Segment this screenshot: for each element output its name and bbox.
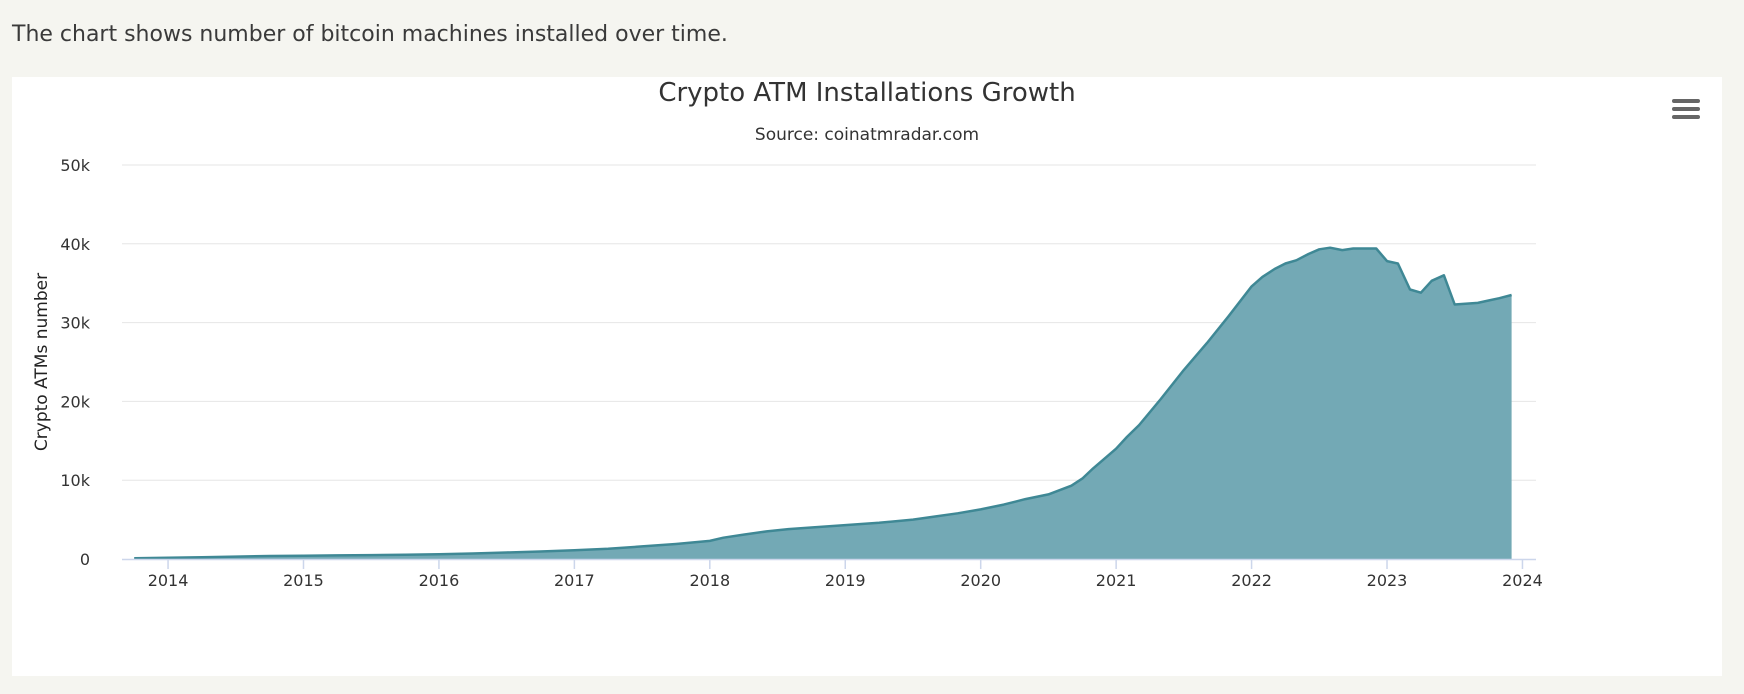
y-tick-label: 20k <box>60 392 90 411</box>
x-tick-label: 2020 <box>960 571 1001 590</box>
y-axis-label: Crypto ATMs number <box>32 273 52 451</box>
x-axis-ticks: 2014 2015 2016 2017 2018 2019 2020 2021 2022 2023… <box>148 559 1543 590</box>
x-tick-label: 2019 <box>825 571 866 590</box>
chart-subtitle: Source: coinatmradar.com <box>755 125 979 145</box>
series-line <box>134 246 1512 560</box>
menu-bar <box>1672 99 1700 103</box>
x-tick-label: 2015 <box>283 571 324 590</box>
chart-title: Crypto ATM Installations Growth <box>658 78 1075 108</box>
series-area <box>134 246 1512 560</box>
area-chart: Crypto ATM Installations Growth Source: … <box>32 78 1543 590</box>
y-tick-label: 10k <box>60 471 90 490</box>
x-tick-label: 2017 <box>554 571 595 590</box>
y-tick-label: 30k <box>60 314 90 333</box>
x-tick-label: 2018 <box>689 571 730 590</box>
y-axis-ticks: 0 10k 20k 30k 40k 50k <box>60 156 90 569</box>
x-tick-label: 2022 <box>1231 571 1272 590</box>
x-tick-label: 2024 <box>1502 571 1543 590</box>
chart-container: Crypto ATM Installations Growth Source: … <box>12 77 1722 676</box>
x-tick-label: 2014 <box>148 571 189 590</box>
menu-bar <box>1672 115 1700 119</box>
y-tick-label: 0 <box>80 550 90 569</box>
hamburger-menu-icon[interactable] <box>1672 99 1700 123</box>
menu-bar <box>1672 107 1700 111</box>
area-fill <box>134 247 1512 559</box>
x-tick-label: 2023 <box>1367 571 1408 590</box>
y-tick-label: 40k <box>60 235 90 254</box>
y-tick-label: 50k <box>60 156 90 175</box>
x-tick-label: 2021 <box>1096 571 1137 590</box>
intro-text: The chart shows number of bitcoin machin… <box>12 22 728 47</box>
x-tick-label: 2016 <box>419 571 460 590</box>
